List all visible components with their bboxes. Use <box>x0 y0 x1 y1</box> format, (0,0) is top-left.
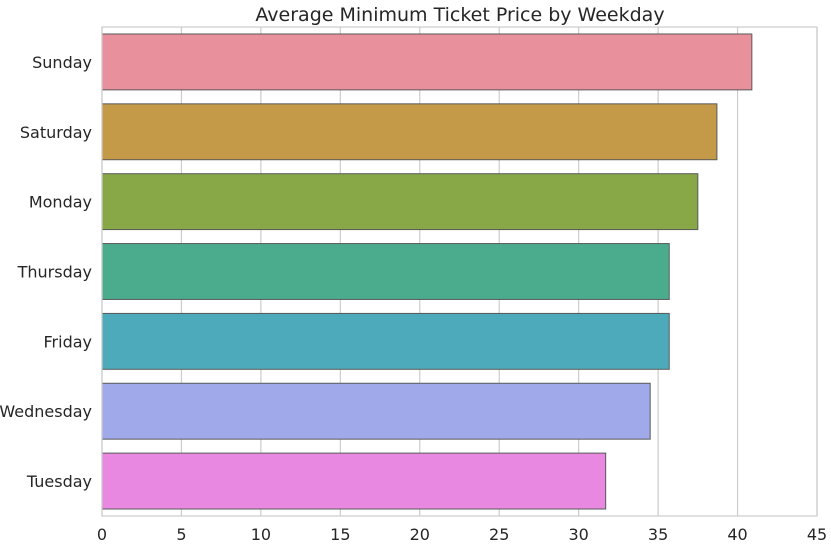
y-tick-label: Friday <box>44 332 93 351</box>
bar-saturday <box>101 103 718 161</box>
plot-frame <box>101 26 818 517</box>
chart-title: Average Minimum Ticket Price by Weekday <box>255 4 664 26</box>
bar-friday <box>101 312 670 370</box>
y-tick-label: Sunday <box>32 53 92 72</box>
x-tick-label: 20 <box>410 525 430 544</box>
x-tick-label: 30 <box>568 525 588 544</box>
bar-sunday <box>101 33 753 91</box>
y-tick-label: Saturday <box>20 123 92 142</box>
plot-border <box>101 26 818 517</box>
y-tick-label: Monday <box>29 193 92 212</box>
bars <box>101 33 753 510</box>
bar-tuesday <box>101 452 607 510</box>
y-tick-label: Thursday <box>17 263 92 282</box>
x-tick-label: 40 <box>727 525 747 544</box>
x-tick-label: 0 <box>97 525 107 544</box>
bar-wednesday <box>101 382 651 440</box>
x-tick-label: 35 <box>648 525 668 544</box>
y-tick-label: Wednesday <box>0 402 92 421</box>
x-tick-label: 15 <box>330 525 350 544</box>
y-tick-labels: Sunday Saturday Monday Thursday Friday Wednes… <box>0 53 92 491</box>
x-tick-labels: 0 5 10 15 20 25 30 35 40 45 <box>97 525 827 544</box>
x-tick-label: 25 <box>489 525 509 544</box>
x-tick-label: 45 <box>807 525 827 544</box>
x-tick-label: 5 <box>176 525 186 544</box>
y-tick-label: Tuesday <box>26 472 92 491</box>
x-tick-label: 10 <box>251 525 271 544</box>
bar-thursday <box>101 243 670 300</box>
bar-monday <box>101 173 699 231</box>
